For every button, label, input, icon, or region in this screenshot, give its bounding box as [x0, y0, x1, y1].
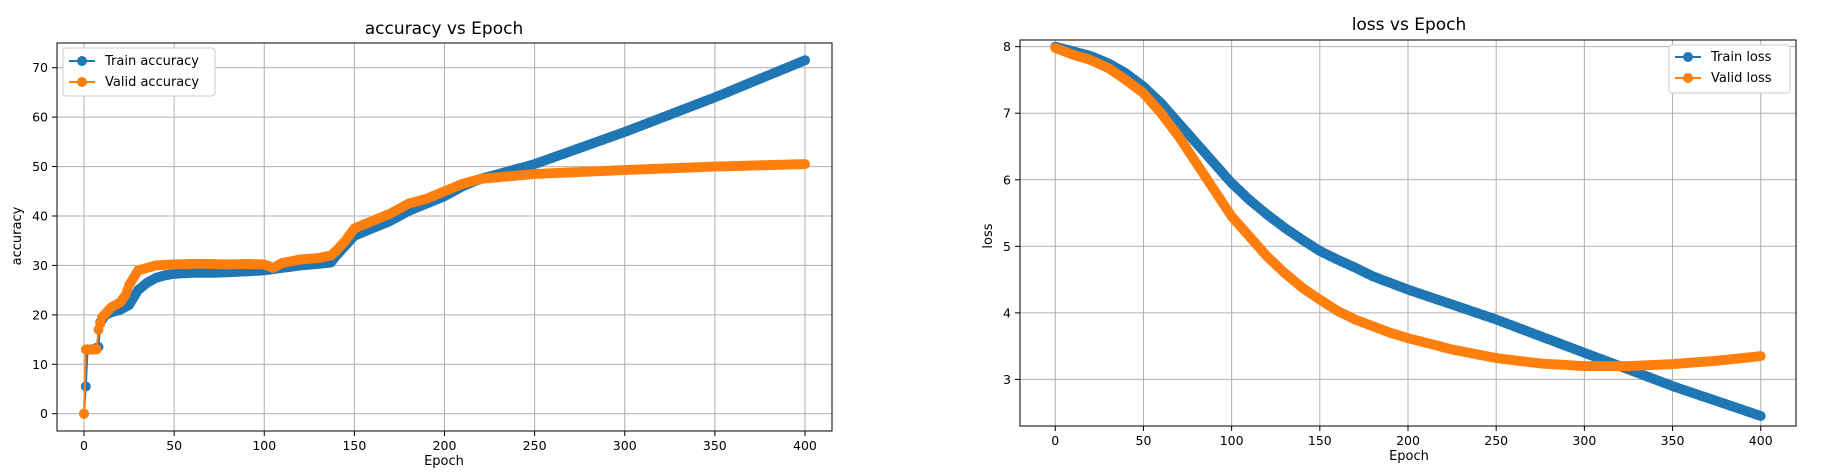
loss-y-tick-label: 4 — [1003, 305, 1011, 320]
loss-x-tick-label: 400 — [1749, 433, 1773, 448]
loss-train-point — [1755, 411, 1766, 421]
accuracy-chart-title: accuracy vs Epoch — [365, 19, 523, 39]
accuracy-legend-train-marker — [77, 56, 87, 66]
accuracy-x-tick-label: 150 — [342, 438, 366, 453]
accuracy-y-tick-label: 50 — [32, 159, 48, 174]
loss-legend-valid-label: Valid loss — [1711, 71, 1772, 86]
loss-valid-markers — [1050, 43, 1766, 372]
accuracy-x-tick-label: 0 — [80, 438, 88, 453]
accuracy-y-tick-label: 20 — [32, 307, 48, 322]
accuracy-x-tick-label: 400 — [793, 438, 817, 453]
loss-x-tick-label: 0 — [1051, 433, 1059, 448]
accuracy-y-tick-label: 40 — [32, 208, 48, 223]
loss-x-axis-label: Epoch — [1389, 449, 1429, 464]
loss-legend-train-marker — [1683, 52, 1693, 62]
loss-valid-point — [1755, 351, 1766, 362]
loss-x-tick-label: 150 — [1308, 433, 1332, 448]
accuracy-x-tick-label: 200 — [433, 438, 457, 453]
loss-y-tick-label: 6 — [1003, 172, 1011, 187]
loss-x-tick-label: 350 — [1661, 433, 1685, 448]
accuracy-chart: accuracy vs Epoch Epoch accuracy 0 50 100 1… — [10, 19, 833, 469]
loss-x-tick-label: 50 — [1136, 433, 1152, 448]
accuracy-legend: Train accuracy Valid accuracy — [62, 47, 216, 97]
loss-y-axis-label: loss — [981, 223, 996, 248]
accuracy-train-point — [800, 55, 810, 66]
accuracy-y-tick-label: 70 — [32, 60, 48, 75]
loss-x-tick-label: 300 — [1572, 433, 1596, 448]
accuracy-x-tick-label: 250 — [523, 438, 547, 453]
accuracy-legend-train-label: Train accuracy — [104, 54, 199, 69]
accuracy-x-tick-label: 300 — [613, 438, 637, 453]
loss-y-tick-label: 3 — [1003, 372, 1011, 387]
accuracy-y-axis-label: accuracy — [10, 206, 25, 265]
accuracy-valid-point — [91, 344, 102, 355]
loss-chart-title: loss vs Epoch — [1352, 15, 1467, 35]
accuracy-x-tick-label: 50 — [166, 438, 182, 453]
accuracy-legend-valid-marker — [77, 77, 87, 87]
accuracy-valid-markers — [79, 159, 810, 419]
loss-y-tick-label: 5 — [1003, 239, 1011, 254]
loss-x-tick-label: 200 — [1396, 433, 1420, 448]
loss-x-tick-label: 250 — [1484, 433, 1508, 448]
loss-y-tick-label: 7 — [1003, 106, 1011, 121]
accuracy-train-point — [80, 381, 91, 392]
accuracy-y-tick-label: 60 — [32, 110, 48, 125]
loss-y-tick-label: 8 — [1003, 39, 1011, 54]
accuracy-valid-point — [800, 159, 810, 170]
loss-legend-train-label: Train loss — [1710, 50, 1772, 65]
accuracy-x-tick-label: 350 — [703, 438, 727, 453]
loss-legend-valid-marker — [1683, 73, 1693, 83]
accuracy-x-tick-label: 100 — [252, 438, 276, 453]
accuracy-y-tick-label: 30 — [32, 258, 48, 273]
accuracy-plot-frame — [56, 42, 833, 432]
loss-plot-frame — [1019, 39, 1797, 427]
accuracy-y-tick-label: 0 — [40, 406, 48, 421]
accuracy-legend-box — [62, 47, 216, 97]
loss-chart: loss vs Epoch Epoch loss 0 50 100 150 200 250… — [981, 15, 1797, 464]
accuracy-y-tick-label: 10 — [32, 357, 48, 372]
loss-legend: Train loss Valid loss — [1668, 44, 1791, 94]
accuracy-x-axis-label: Epoch — [424, 454, 464, 469]
accuracy-valid-point — [79, 408, 89, 419]
accuracy-legend-valid-label: Valid accuracy — [105, 75, 199, 90]
loss-x-tick-label: 100 — [1220, 433, 1244, 448]
